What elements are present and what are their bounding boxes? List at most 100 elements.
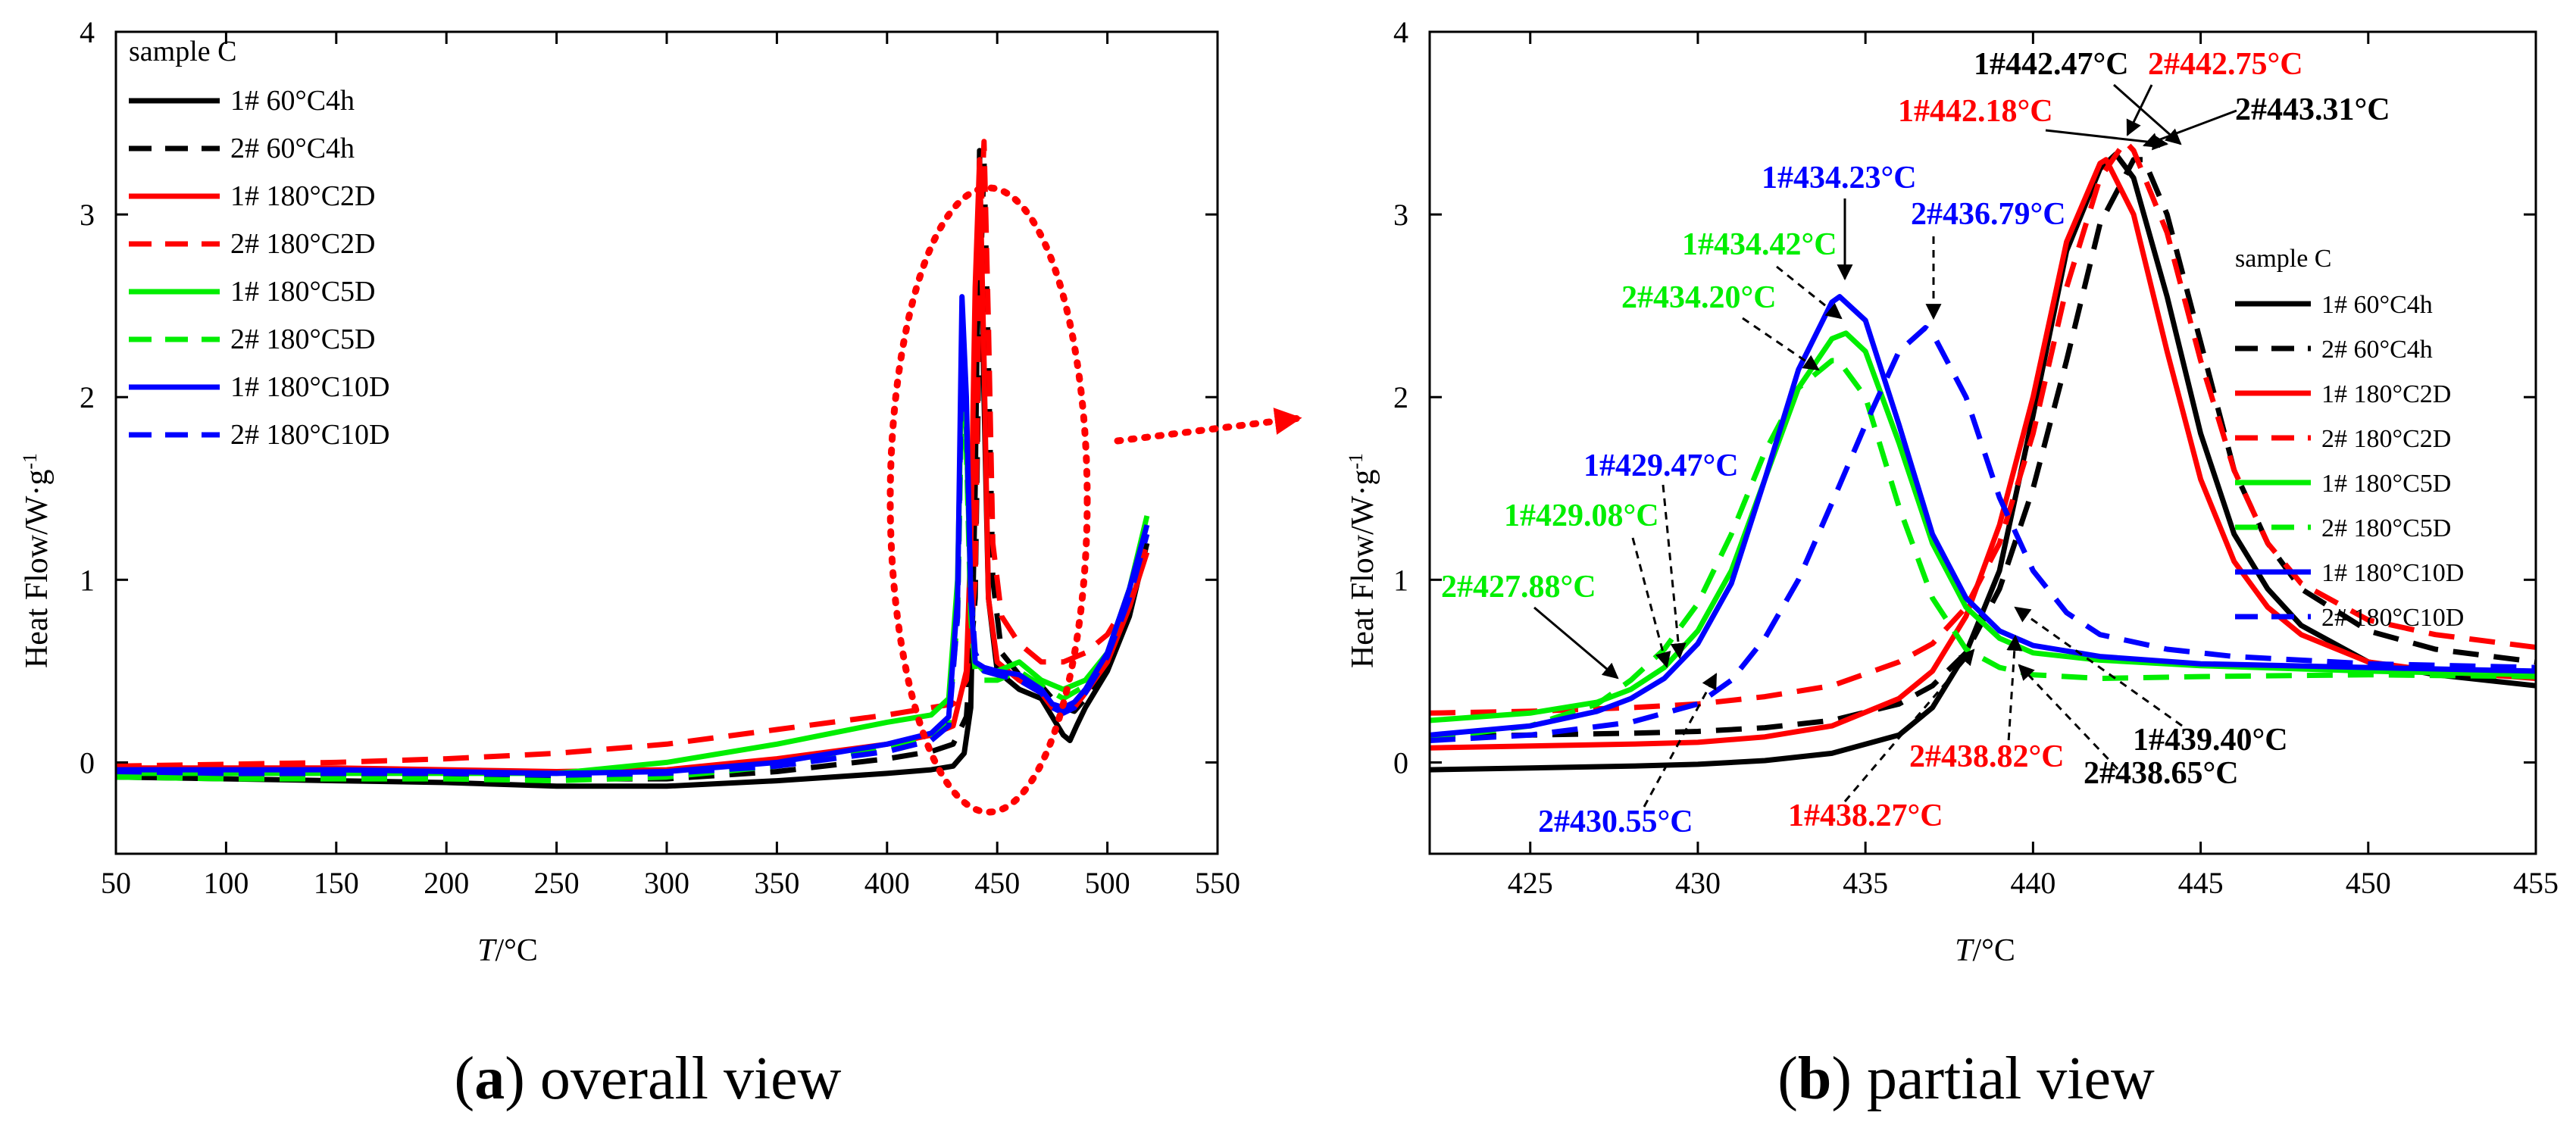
panel-b: 425 430 435 440 445 450 455 0 1 2 3 4 Heat Flow/W·g…	[1345, 15, 2559, 968]
annotation-pointer	[2018, 664, 2119, 770]
panel-b-x-tick-label: 435	[1843, 866, 1888, 900]
annotation-label: 2#443.31°C	[2235, 92, 2390, 127]
panel-a-y-tick-label: 4	[80, 15, 95, 49]
panel-b-x-tick-label: 430	[1675, 866, 1721, 900]
annotation-pointer	[1533, 606, 1619, 680]
panel-b-series-line-6	[1429, 358, 2537, 742]
panel-b-legend-label: 1# 180°C5D	[2321, 470, 2451, 498]
caption-b: (b) partial view	[1777, 1045, 2155, 1112]
panel-b-ticks: 425 430 435 440 445 450 455 0 1 2 3 4	[1393, 15, 2559, 900]
annotation-pointer	[1643, 673, 1718, 808]
panel-a-series-line-1	[115, 148, 1150, 789]
annotation-pointer	[2006, 634, 2023, 755]
panel-b-legend-label: 2# 180°C10D	[2321, 604, 2464, 632]
annotation-pointer	[1776, 265, 1843, 320]
panel-b-plot-frame	[1428, 30, 2537, 855]
annotation-label: 2#438.82°C	[1909, 739, 2065, 774]
annotation-label: 1#434.42°C	[1682, 227, 1837, 262]
panel-b-x-tick-label: 445	[2178, 866, 2224, 900]
panel-b-x-tick-label: 455	[2513, 866, 2559, 900]
panel-a-legend-label: 2# 180°C2D	[230, 228, 375, 260]
panel-a-x-tick-label: 500	[1085, 866, 1130, 900]
panel-a-legend-label: 2# 180°C5D	[230, 323, 375, 355]
panel-a-legend: sample C 1# 60°C4h 2# 60°C4h 1# 180°C2D 2# 1…	[129, 36, 389, 451]
annotation-pointer	[1662, 484, 1687, 660]
panel-a-legend-title: sample C	[129, 36, 236, 67]
panel-b-y-axis-label: Heat Flow/W·g-1	[1345, 453, 1381, 668]
panel-b-x-tick-label: 425	[1508, 866, 1553, 900]
annotation-label: 2#442.75°C	[2148, 47, 2303, 82]
panel-a-x-tick-label: 300	[644, 866, 689, 900]
panel-a-y-tick-label: 2	[80, 380, 95, 414]
panel-b-x-axis-label: T/°C	[1955, 933, 2015, 968]
panel-a-x-tick-label: 100	[203, 866, 249, 900]
panel-b-legend-label: 1# 180°C2D	[2321, 380, 2451, 408]
panel-a-y-tick-label: 3	[80, 198, 95, 232]
panel-a-x-tick-label: 400	[864, 866, 910, 900]
panel-a-x-tick-label: 350	[754, 866, 799, 900]
panel-a-legend-label: 1# 60°C4h	[230, 85, 355, 117]
annotation-pointer	[2126, 84, 2153, 136]
panel-a-x-axis-label: T/°C	[477, 933, 538, 968]
panel-a-series-line-8	[115, 339, 1150, 778]
panel-b-y-tick-label: 2	[1393, 380, 1408, 414]
highlight-ellipse	[886, 184, 1091, 816]
panel-b-x-tick-label: 450	[2346, 866, 2391, 900]
annotation-label: 1#434.23°C	[1762, 161, 1917, 195]
panel-b-legend-label: 2# 180°C5D	[2321, 514, 2451, 542]
panel-a-series-line-6	[115, 385, 1150, 784]
panel-a-legend-label: 1# 180°C5D	[230, 276, 375, 308]
annotation-label: 1#439.40°C	[2133, 723, 2288, 758]
annotation-pointer	[1631, 537, 1671, 669]
panel-b-x-tick-label: 440	[2010, 866, 2055, 900]
panel-b-legend-label: 1# 180°C10D	[2321, 559, 2464, 587]
panel-a-legend-label: 2# 180°C10D	[230, 419, 389, 451]
panel-b-legend-title: sample C	[2235, 245, 2331, 273]
annotation-label: 2#438.65°C	[2084, 756, 2239, 791]
annotation-label: 1#442.18°C	[1898, 94, 2053, 129]
annotation-label: 1#438.27°C	[1788, 798, 1943, 833]
panel-b-y-tick-label: 3	[1393, 198, 1408, 232]
annotation-label: 1#442.47°C	[1974, 47, 2129, 82]
zoom-arrow	[1114, 408, 1303, 445]
panel-b-series-line-5	[1429, 330, 2537, 723]
panel-b-y-tick-label: 4	[1393, 15, 1408, 49]
annotation-pointer	[2045, 129, 2169, 151]
panel-a-x-tick-label: 150	[314, 866, 359, 900]
annotation-label: 1#429.47°C	[1583, 448, 1739, 483]
annotation-pointer	[2143, 109, 2237, 148]
annotation-label: 2#434.20°C	[1621, 280, 1777, 315]
panel-a-series-line-4	[115, 139, 1150, 769]
panel-a-y-tick-label: 0	[80, 745, 95, 780]
panel-b-series-line-2	[1429, 157, 2537, 740]
annotation-pointer	[1742, 317, 1820, 371]
panel-a: 50 100 150 200 250 300 350 400 450 500 550 0 1 2 3 4 He…	[19, 15, 1303, 968]
panel-a-x-tick-label: 200	[424, 866, 469, 900]
panel-b-y-tick-label: 1	[1393, 563, 1408, 597]
panel-b-legend-label: 1# 60°C4h	[2321, 291, 2433, 319]
annotation-label: 2#436.79°C	[1911, 197, 2066, 232]
panel-a-legend-label: 1# 180°C10D	[230, 371, 389, 403]
panel-a-x-tick-label: 250	[534, 866, 580, 900]
panel-b-legend: sample C 1# 60°C4h 2# 60°C4h 1# 180°C2D 2# 1…	[2235, 245, 2464, 632]
annotation-pointer	[1843, 648, 1975, 802]
panel-b-legend-label: 2# 60°C4h	[2321, 336, 2433, 364]
panel-a-x-tick-label: 450	[974, 866, 1020, 900]
panel-a-legend-label: 1# 180°C2D	[230, 180, 375, 212]
panel-b-y-tick-label: 0	[1393, 745, 1408, 780]
panel-a-x-tick-label: 550	[1195, 866, 1240, 900]
annotation-pointer	[2014, 606, 2183, 727]
caption-a: (a) overall view	[455, 1045, 842, 1112]
panel-a-x-tick-label: 50	[101, 866, 131, 900]
panel-a-ticks: 50 100 150 200 250 300 350 400 450 500 550 0 1 2 3 4	[80, 15, 1240, 900]
annotation-pointer	[2113, 83, 2182, 145]
panel-a-y-tick-label: 1	[80, 563, 95, 597]
annotation-label: 1#429.08°C	[1504, 498, 1659, 533]
panel-b-legend-label: 2# 180°C2D	[2321, 425, 2451, 453]
annotation-label: 2#427.88°C	[1441, 570, 1596, 605]
annotation-label: 2#430.55°C	[1538, 805, 1693, 839]
panel-a-y-axis-label: Heat Flow/W·g-1	[19, 453, 55, 668]
panel-b-annotations: 1#442.47°C 2#442.75°C 1#442.18°C 2#443.31°C…	[1441, 47, 2390, 839]
panel-b-series-line-8	[1429, 325, 2537, 743]
